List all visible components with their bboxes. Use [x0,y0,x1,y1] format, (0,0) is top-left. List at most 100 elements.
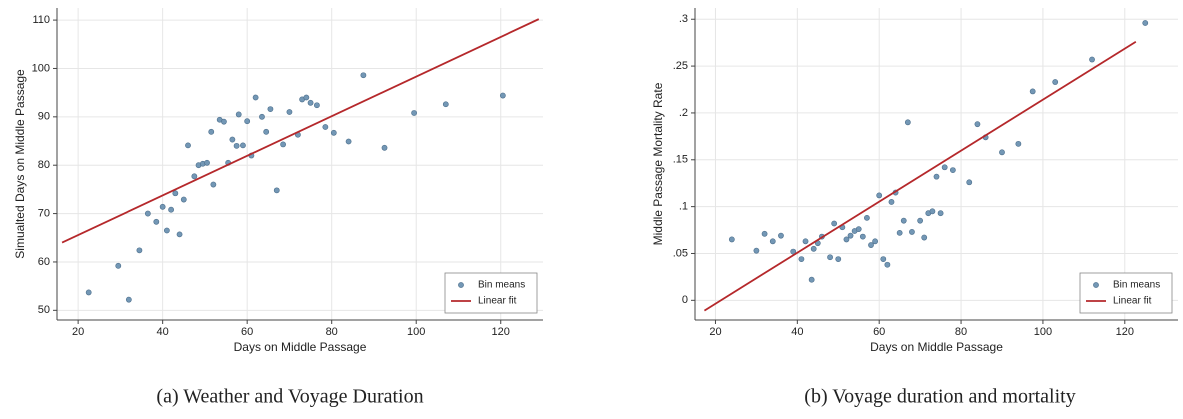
point [85,289,92,296]
x-tick-label: 60 [241,326,253,338]
y-tick-label: .3 [679,13,688,25]
y-axis-title: Simualted Days on Middle Passage [13,69,27,259]
point [802,238,809,245]
y-axis-title: Middle Passage Mortality Rate [651,82,665,245]
legend-marker [1093,282,1099,288]
point [1052,79,1059,85]
legend-marker [458,282,464,288]
point [808,276,815,283]
point [1089,56,1095,63]
point [1142,20,1149,26]
point [900,217,907,224]
point [843,236,850,243]
y-tick-label: .1 [679,201,688,213]
point [966,179,973,186]
point [753,247,760,254]
x-tick-label: 120 [1116,326,1134,338]
point [999,149,1005,156]
point [835,256,842,262]
point [235,111,242,118]
plot-area [695,8,1178,320]
point [941,164,948,171]
fit-line [703,40,1137,312]
point [864,214,870,221]
y-tick-label: .15 [673,154,688,166]
x-tick-label: 120 [492,326,510,338]
point [827,254,833,261]
point [259,113,265,120]
point [185,142,191,149]
y-tick-label: 0 [682,294,688,306]
point [280,141,286,148]
point [859,233,866,240]
point [933,173,940,180]
point [303,94,310,101]
point [769,238,776,245]
point [314,102,320,109]
point [884,261,891,268]
caption: (a) Weather and Voyage Duration [156,386,423,408]
legend-label: Bin means [478,280,525,291]
point [778,232,784,239]
y-tick-label: .2 [679,107,688,119]
y-tick-label: .25 [673,60,688,72]
x-axis-title: Days on Middle Passage [870,340,1003,354]
point [381,144,388,151]
x-tick-label: 40 [791,326,803,338]
point [233,142,240,149]
x-tick-label: 20 [72,326,84,338]
plot-area [57,8,543,320]
point [244,118,251,125]
point [240,142,246,149]
point [273,187,280,194]
point [880,256,887,262]
point [345,138,352,145]
point [168,206,175,213]
y-tick-label: 80 [38,159,50,171]
fit-line [61,18,540,244]
legend-label: Linear fit [478,296,517,307]
point [115,262,122,269]
point [136,247,143,254]
point [904,119,911,126]
point [267,106,274,112]
point [761,230,768,237]
legend-label: Linear fit [1113,296,1152,307]
point [937,210,944,217]
x-tick-label: 20 [709,326,721,338]
y-tick-label: .05 [673,247,688,259]
point [172,190,179,197]
y-tick-label: 70 [38,207,50,219]
point [144,210,151,217]
point [307,99,314,106]
caption: (b) Voyage duration and mortality [804,386,1075,408]
point [208,128,215,135]
point [728,236,735,243]
point [204,159,210,166]
point [810,245,817,252]
point [163,227,170,234]
x-tick-label: 40 [157,326,169,338]
point [909,229,915,235]
point [868,242,874,248]
point [229,136,236,143]
point [263,128,270,135]
point [847,232,854,239]
point [872,238,879,245]
legend-box [1079,272,1173,314]
point [125,296,132,303]
x-axis-title: Days on Middle Passage [234,340,367,354]
point [210,181,217,188]
point [499,92,506,99]
point [896,229,903,236]
legend-box [444,272,538,314]
x-tick-label: 100 [1034,326,1052,338]
y-tick-label: 50 [38,304,50,316]
x-tick-label: 60 [873,326,885,338]
y-tick-label: 60 [38,256,50,268]
point [330,129,337,136]
point [1015,140,1022,147]
point [888,199,895,205]
point [252,94,259,101]
